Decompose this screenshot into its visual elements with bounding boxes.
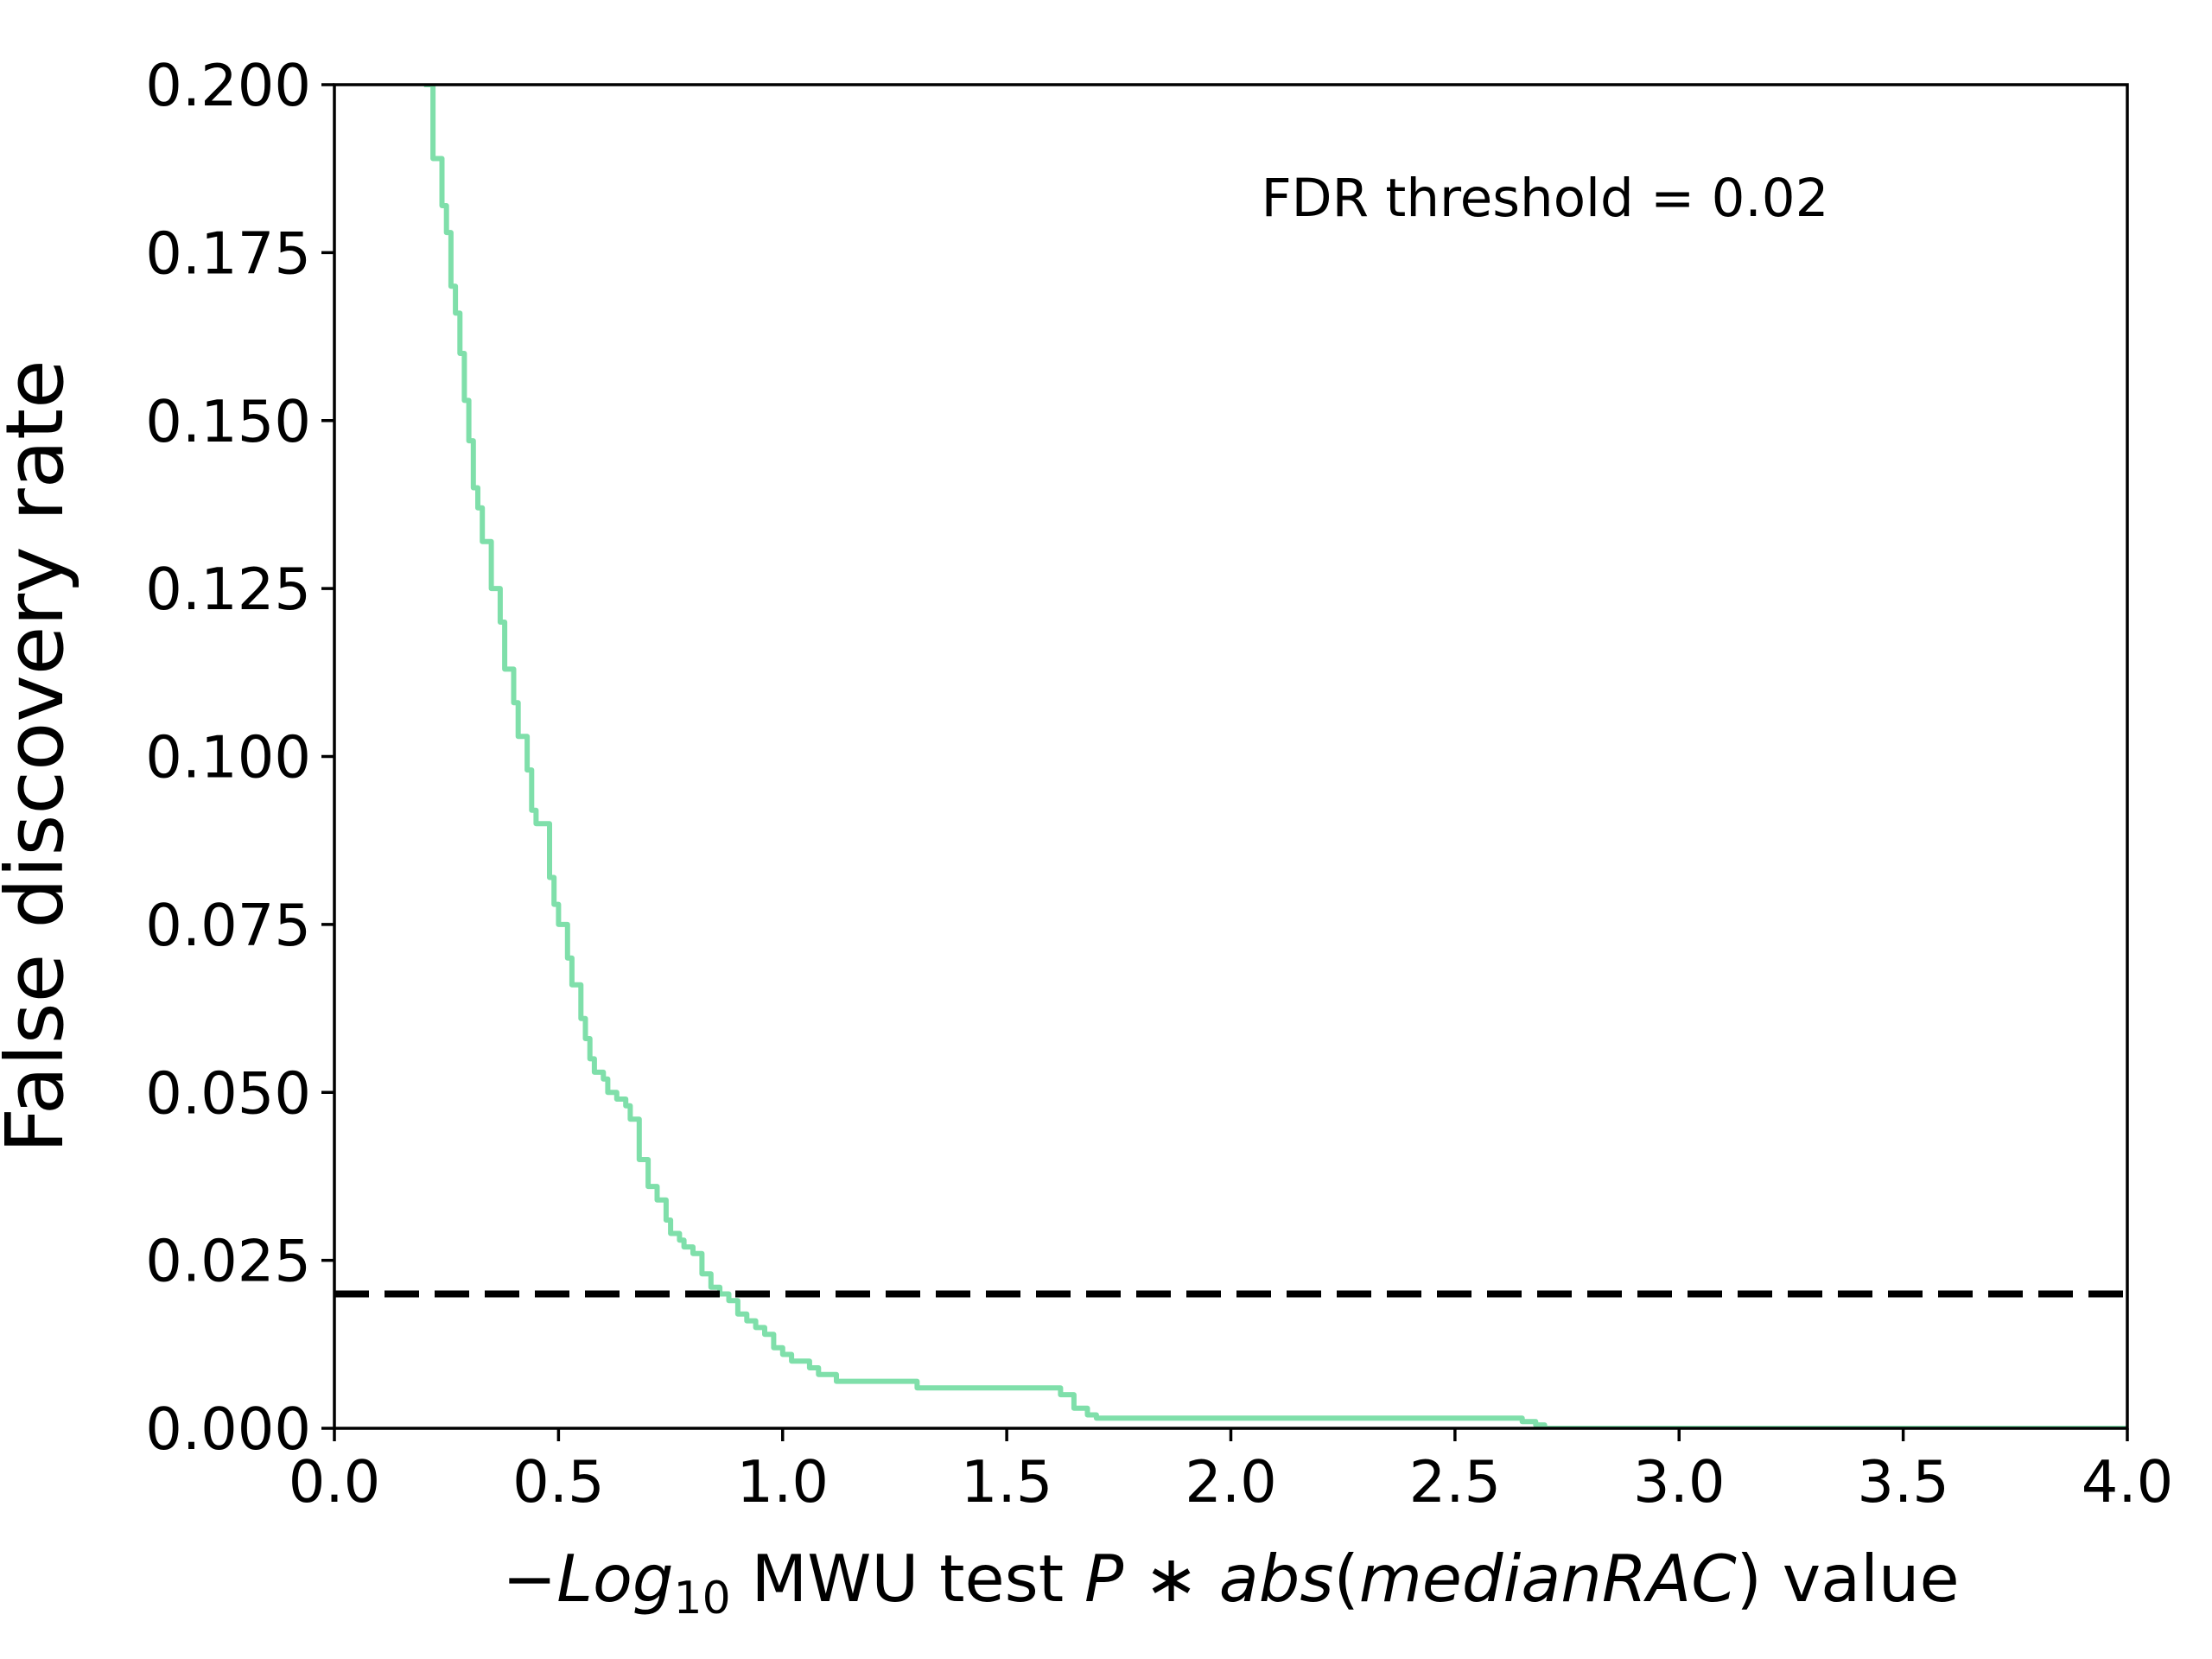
x-tick-label: 3.5 — [1857, 1448, 1949, 1516]
y-axis-label: False discovery rate — [0, 359, 81, 1153]
y-tick-label: 0.150 — [145, 388, 311, 455]
axes: 0.0 0.5 1.0 1.5 2.0 2.5 3.0 3.5 4.0 0.000 0.025 0.0… — [145, 52, 2173, 1516]
fdr-curve-line — [423, 85, 2127, 1428]
y-tick-label: 0.025 — [145, 1228, 311, 1295]
x-label-median-rac: medianRAC — [1359, 1541, 1738, 1617]
y-tick-label: 0.050 — [145, 1059, 311, 1127]
plot-area — [334, 85, 2127, 1428]
x-tick-label: 2.0 — [1185, 1448, 1277, 1516]
x-tick-label: 0.0 — [289, 1448, 381, 1516]
x-label-value: value — [1762, 1541, 1960, 1617]
x-tick-label: 2.5 — [1409, 1448, 1502, 1516]
y-tick-label: 0.175 — [145, 219, 311, 287]
x-label-abs: abs — [1219, 1541, 1334, 1617]
x-label-log: Log — [556, 1541, 673, 1617]
x-tick-label: 4.0 — [2082, 1448, 2174, 1516]
x-tick-label: 1.0 — [736, 1448, 829, 1516]
y-tick-label: 0.100 — [145, 724, 311, 791]
y-tick-label: 0.200 — [145, 52, 311, 119]
x-label-open-paren: ( — [1333, 1541, 1358, 1617]
x-label-minus: − — [502, 1541, 556, 1617]
axes-frame — [333, 83, 2129, 1430]
x-label-p: P — [1084, 1541, 1124, 1617]
y-tick-label: 0.125 — [145, 556, 311, 623]
x-tick-label: 3.0 — [1633, 1448, 1726, 1516]
x-label-mwu-test: MWU test — [731, 1541, 1084, 1617]
x-tick-label: 0.5 — [512, 1448, 605, 1516]
y-tick-label: 0.000 — [145, 1395, 311, 1463]
x-axis-label: −Log10 MWU test P ∗ abs(medianRAC) value — [502, 1541, 1959, 1624]
x-tick-label: 1.5 — [961, 1448, 1053, 1516]
y-tick-label: 0.075 — [145, 892, 311, 959]
x-label-log-base: 10 — [674, 1573, 731, 1624]
fdr-threshold-annotation: FDR threshold = 0.02 — [1262, 168, 1829, 229]
x-label-star: ∗ — [1123, 1541, 1219, 1617]
x-label-close-paren: ) — [1737, 1541, 1762, 1617]
